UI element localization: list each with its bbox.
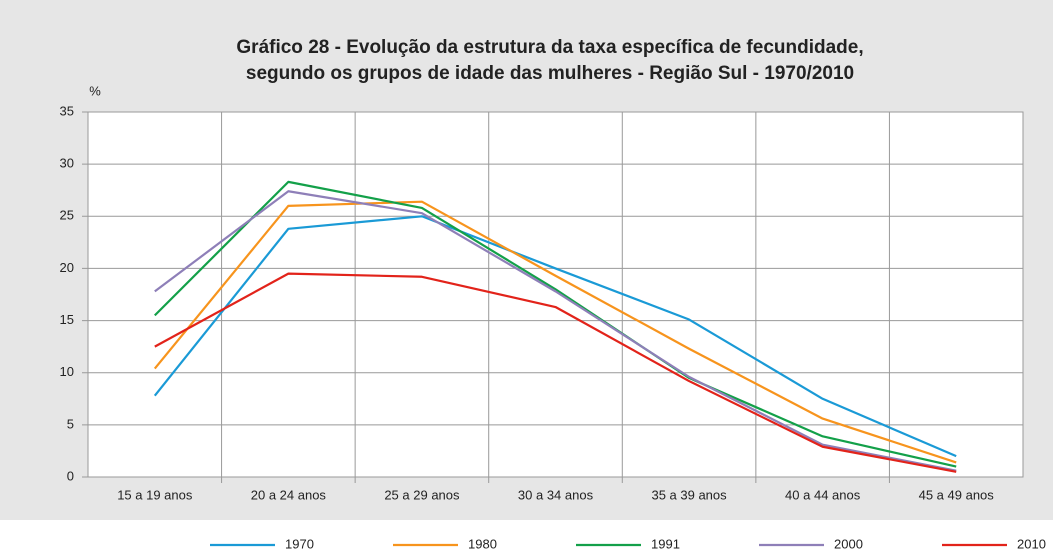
- y-axis-label: %: [89, 83, 101, 98]
- x-tick-label: 20 a 24 anos: [251, 487, 327, 502]
- x-tick-label: 40 a 44 anos: [785, 487, 861, 502]
- y-tick-label: 10: [60, 364, 74, 379]
- plot-area: [87, 111, 1024, 478]
- x-tick-label: 30 a 34 anos: [518, 487, 594, 502]
- line-series: [154, 180, 957, 468]
- y-tick-label: 25: [60, 208, 74, 223]
- chart-title: Gráfico 28 - Evolução da estrutura da ta…: [236, 37, 863, 58]
- legend-label: 2010: [1017, 536, 1046, 551]
- y-tick-label: 35: [60, 103, 74, 118]
- y-tick-label: 30: [60, 156, 74, 171]
- y-tick-label: 0: [67, 468, 74, 483]
- line-series: [153, 215, 957, 458]
- legend-label: 2000: [834, 536, 863, 551]
- x-tick-label: 15 a 19 anos: [117, 487, 193, 502]
- line-series: [153, 200, 957, 464]
- legend-label: 1980: [468, 536, 497, 551]
- x-tick-label: 25 a 29 anos: [384, 487, 460, 502]
- chart-title: segundo os grupos de idade das mulheres …: [246, 63, 854, 84]
- x-tick-label: 35 a 39 anos: [651, 487, 727, 502]
- legend-label: 1991: [651, 536, 680, 551]
- y-tick-label: 20: [60, 260, 74, 275]
- y-tick-label: 15: [60, 312, 74, 327]
- line-series: [154, 190, 957, 472]
- x-tick-label: 45 a 49 anos: [919, 487, 995, 502]
- line-series: [154, 272, 957, 473]
- y-tick-label: 5: [67, 416, 74, 431]
- legend-label: 1970: [285, 536, 314, 551]
